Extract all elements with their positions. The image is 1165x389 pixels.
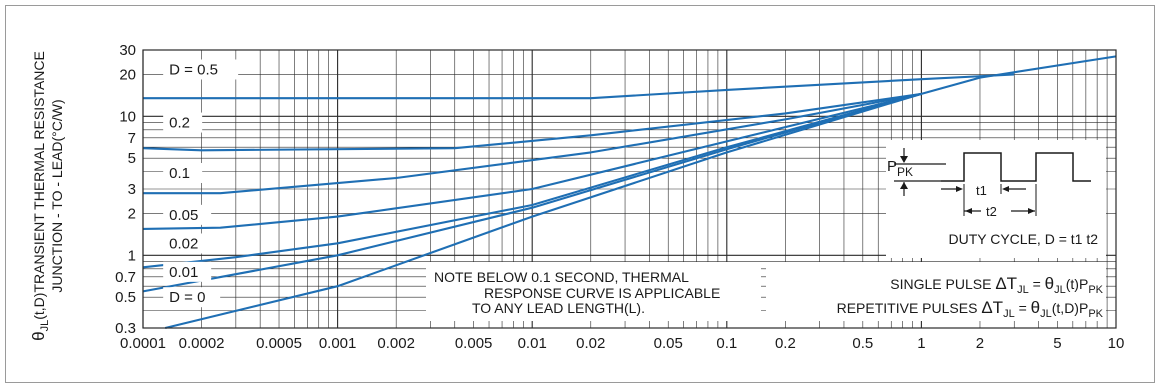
y-tick-label: 7 <box>128 130 136 147</box>
curve-label-bg <box>163 287 221 308</box>
x-tick-label: 0.0001 <box>120 335 166 352</box>
curve-line-3 <box>142 92 922 230</box>
x-tick-label: 0.0005 <box>256 335 302 352</box>
x-tick-label: 0.0002 <box>179 335 225 352</box>
x-tick-label: 0.001 <box>319 335 357 352</box>
y-tick-label: 10 <box>119 108 136 125</box>
formula-box: SINGLE PULSE ΔTJL = θJL(t)PPK REPETITIVE… <box>766 262 1106 321</box>
curve-line-0 <box>143 73 1015 100</box>
curve-line-6 <box>164 55 1117 330</box>
y-tick-label: 3 <box>128 181 136 198</box>
x-tick-label: 2 <box>976 335 984 352</box>
x-tick-label: 0.05 <box>654 335 683 352</box>
y-tick-label: 20 <box>119 66 136 83</box>
curve-label-bg <box>163 261 212 282</box>
ppk-label: PPK <box>887 158 913 179</box>
formula-single-pulse: SINGLE PULSE ΔTJL = θJL(t)PPK <box>890 274 1103 296</box>
x-tick-label: 0.005 <box>455 335 493 352</box>
duty-cycle-label: DUTY CYCLE, D = t1 t2 <box>948 231 1098 247</box>
x-tick-label: 1 <box>917 335 925 352</box>
curves <box>142 55 1117 330</box>
note-box: NOTE BELOW 0.1 SECOND, THERMAL RESPONSE … <box>426 262 761 321</box>
curve-line-2 <box>143 92 922 195</box>
curve-label-bg <box>163 59 239 80</box>
y-tick-label: 30 <box>119 42 136 59</box>
curve-label-5: 0.01 <box>169 264 198 281</box>
ppk-arrowhead-top <box>900 156 908 163</box>
curve-line-5 <box>142 92 922 293</box>
ylabel-subscript: JL <box>39 320 51 332</box>
note-line-2: RESPONSE CURVE IS APPLICABLE <box>484 285 720 301</box>
ylabel-line2: JUNCTION - TO - LEAD(°C/W) <box>49 99 65 292</box>
t1-label: t1 <box>976 183 987 198</box>
x-tick-label: 0.2 <box>775 335 796 352</box>
curve-label-2: 0.1 <box>169 165 190 182</box>
svg-text:θJL(t,D)TRANSIENT THERMAL RESI: θJL(t,D)TRANSIENT THERMAL RESISTANCE <box>29 51 51 341</box>
curve-label-bg <box>163 204 212 225</box>
y-tick-label: 0.7 <box>115 269 136 286</box>
t2-arrow-left <box>965 208 972 214</box>
curve-line-1 <box>142 92 922 152</box>
t1-arrow-right <box>1002 186 1009 192</box>
y-tick-label: 0.5 <box>115 289 136 306</box>
x-tick-label: 5 <box>1053 335 1061 352</box>
y-tick-label: 1 <box>128 247 136 264</box>
duty-cycle-inset: PPK t1 t2 DUTY CYCLE, D = t1 t2 <box>886 140 1106 258</box>
y-tick-labels: 0.3 0.5 0.7 1 2 3 5 7 10 20 30 <box>115 42 136 337</box>
note-line-3: TO ANY LEAD LENGTH(L). <box>472 300 645 316</box>
curve-label-bg <box>163 233 212 254</box>
curve-label-6: D = 0 <box>169 289 205 306</box>
thermal-resistance-chart: D = 0.50.20.10.050.020.01D = 0 0.0001 0.0… <box>29 42 1124 352</box>
x-tick-label: 0.1 <box>716 335 737 352</box>
curve-label-0: D = 0.5 <box>169 61 218 78</box>
x-tick-label: 0.002 <box>377 335 415 352</box>
ylabel-text: (t,D)TRANSIENT THERMAL RESISTANCE <box>31 51 47 320</box>
curve-labels: D = 0.5 0.2 0.1 0.05 0.02 0.01 D = 0 <box>163 59 239 308</box>
y-axis-title: θJL(t,D)TRANSIENT THERMAL RESISTANCE JUN… <box>29 51 65 341</box>
x-tick-labels: 0.0001 0.0002 0.0005 0.001 0.002 0.005 0.01 0.0… <box>120 335 1124 352</box>
x-tick-label: 0.02 <box>576 335 605 352</box>
curve-label-bg <box>163 112 203 133</box>
note-line-1: NOTE BELOW 0.1 SECOND, THERMAL <box>434 269 689 285</box>
curve-label-4: 0.02 <box>169 235 198 252</box>
pulse-waveform <box>941 152 1091 182</box>
y-tick-label: 0.3 <box>115 320 136 337</box>
x-tick-label: 10 <box>1108 335 1125 352</box>
curve-label-3: 0.05 <box>169 207 198 224</box>
chart-frame: D = 0.5 0.2 0.1 0.05 0.02 0.01 D = 0 0.0001 0.0… <box>5 5 1155 383</box>
curve-label-bg <box>163 162 203 183</box>
formula-repetitive-pulses: REPETITIVE PULSES ΔTJL = θJL(t,D)PPK <box>837 298 1104 320</box>
y-tick-label: 2 <box>128 205 136 222</box>
x-tick-label: 0.5 <box>852 335 873 352</box>
curve-label-1: 0.2 <box>169 115 190 132</box>
y-tick-label: 5 <box>128 150 136 167</box>
t2-arrow-right <box>1028 208 1035 214</box>
plot-border <box>142 49 1117 329</box>
t2-label: t2 <box>986 204 997 219</box>
curve-line-4 <box>142 92 922 269</box>
t1-arrow-left <box>956 186 963 192</box>
ylabel-symbol: θ <box>29 331 48 340</box>
x-tick-label: 0.01 <box>518 335 547 352</box>
